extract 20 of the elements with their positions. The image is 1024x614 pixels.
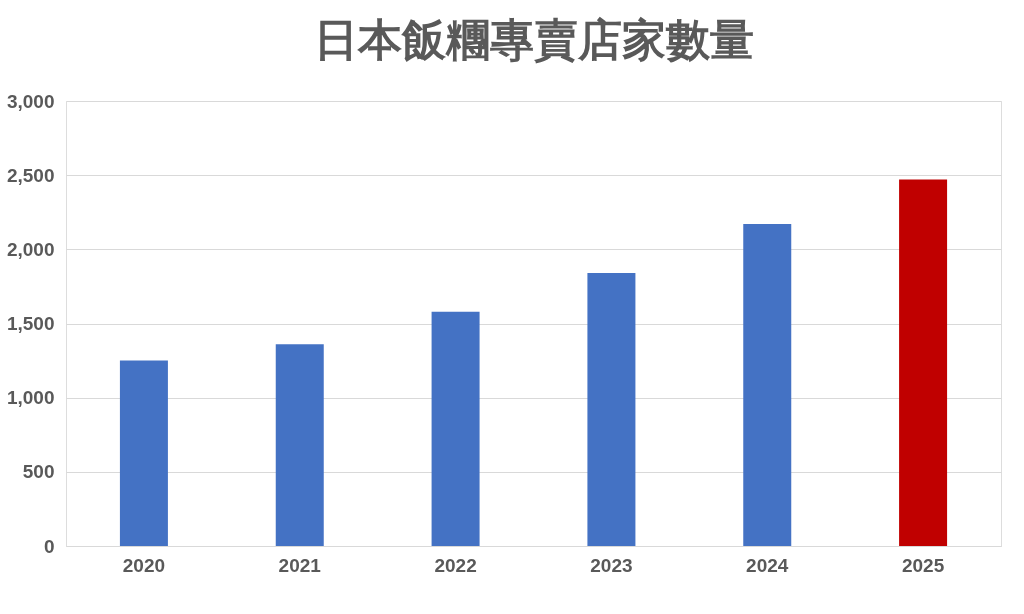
x-tick-label: 2020: [122, 554, 166, 576]
x-tick-label: 2021: [278, 554, 322, 576]
y-tick-label: 1,000: [6, 387, 55, 409]
y-tick-label: 500: [22, 461, 55, 483]
bar: [587, 273, 636, 546]
y-tick-label: 2,500: [6, 164, 55, 186]
bar: [119, 360, 168, 546]
bar: [275, 344, 324, 546]
x-tick-label: 2022: [434, 554, 477, 576]
chart-title: 日本飯糰專賣店家數量: [313, 15, 754, 64]
y-tick-label: 0: [43, 535, 55, 557]
x-tick-label: 2023: [590, 554, 633, 576]
bar: [743, 224, 792, 546]
y-tick-label: 1,500: [6, 313, 55, 334]
bar: [899, 179, 948, 546]
y-tick-label: 2,000: [6, 238, 55, 260]
x-tick-label: 2025: [901, 554, 945, 576]
x-tick-label: 2024: [746, 554, 789, 576]
y-tick-label: 3,000: [6, 90, 55, 112]
bar: [431, 311, 480, 546]
